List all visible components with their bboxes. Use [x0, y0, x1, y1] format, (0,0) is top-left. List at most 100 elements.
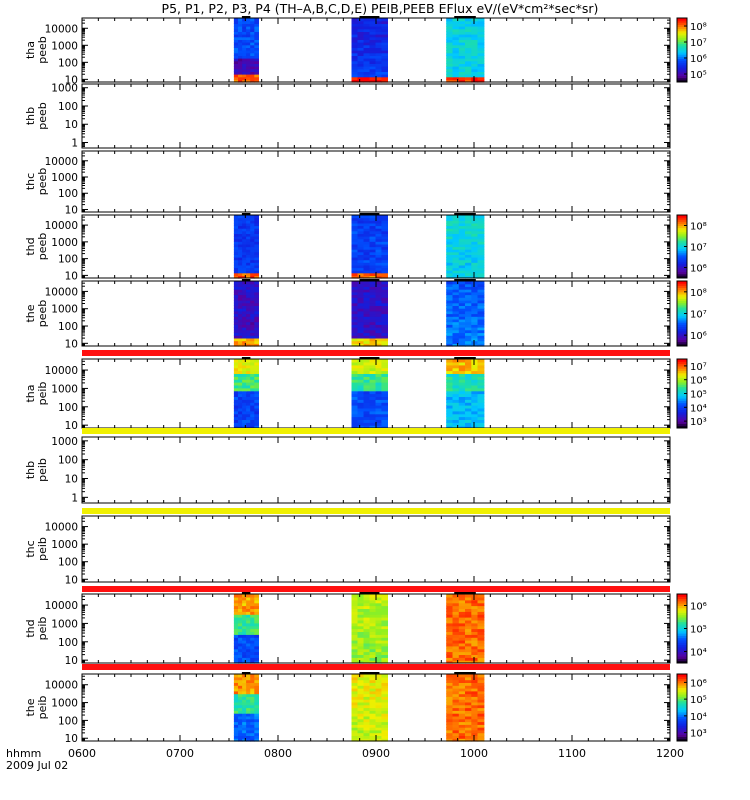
spectrogram-cell: [452, 291, 460, 296]
spectrogram-cell: [242, 259, 247, 263]
spectrogram-cell: [254, 63, 259, 67]
spectrogram-cell: [369, 599, 377, 604]
spectrogram-cell: [238, 300, 243, 304]
burst-flag: [241, 16, 251, 18]
spectrogram-cell: [250, 52, 255, 56]
spectrogram-cell: [357, 715, 365, 720]
spectrogram-cell: [242, 275, 247, 279]
colorbar-swatch: [677, 678, 687, 682]
colorbar-swatch: [677, 705, 687, 708]
spectrogram-cell: [233, 382, 239, 386]
spectrogram-cell: [465, 710, 472, 714]
spectrogram-cell: [471, 28, 479, 32]
spectrogram-cell: [246, 238, 251, 242]
spectrogram-cell: [369, 270, 377, 274]
spectrogram-cell: [246, 696, 251, 700]
spectrogram-cell: [369, 693, 377, 697]
spectrogram-cell: [458, 425, 466, 429]
spectrogram-cell: [375, 605, 383, 609]
spectrogram-cell: [369, 228, 377, 232]
colorbar-swatch: [677, 275, 687, 279]
spectrogram-cell: [381, 20, 388, 24]
spectrogram-cell: [250, 286, 255, 290]
spectrogram-cell: [477, 337, 485, 342]
burst-tha-peib-1: [233, 357, 259, 429]
spectrogram-cell: [351, 332, 359, 336]
spectrogram-cell: [242, 735, 247, 739]
spectrogram-cell: [250, 281, 255, 285]
spectrogram-cell: [233, 690, 239, 695]
spectrogram-cell: [242, 379, 247, 383]
spectrogram-cell: [477, 693, 485, 697]
spectrogram-cell: [477, 701, 485, 706]
spectrogram-cell: [233, 281, 239, 285]
spectrogram-cell: [465, 34, 472, 38]
spectrogram-cell: [375, 699, 383, 703]
y-tick-label: 10000: [45, 23, 78, 35]
spectrogram-cell: [363, 79, 371, 83]
spectrogram-cell: [477, 594, 485, 598]
spectrogram-cell: [242, 318, 247, 323]
spectrogram-cell: [381, 329, 388, 334]
spectrogram-cell: [242, 291, 247, 296]
spectrogram-cell: [238, 222, 243, 227]
spectrogram-cell: [446, 405, 454, 409]
colorbar-swatch: [677, 254, 687, 258]
spectrogram-cell: [351, 699, 359, 703]
spectrogram-cell: [471, 379, 479, 383]
spectrogram-cell: [357, 617, 365, 621]
spectrogram-cell: [363, 275, 371, 279]
colorbar-swatch: [677, 658, 687, 662]
spectrogram-cell: [471, 281, 479, 285]
spectrogram-cell: [242, 335, 247, 339]
spectrogram-cell: [452, 31, 460, 35]
colorbar-swatch: [677, 707, 687, 711]
spectrogram-cell: [233, 340, 239, 344]
burst-flag: [454, 592, 476, 594]
colorbar-swatch: [677, 421, 687, 424]
spectrogram-cell: [238, 332, 243, 336]
spectrogram-cell: [254, 79, 259, 83]
spectrogram-cell: [465, 251, 472, 255]
spectrogram-cell: [471, 361, 479, 366]
spectrogram-cell: [351, 419, 359, 423]
spectrogram-cell: [254, 289, 259, 293]
spectrogram-cell: [233, 735, 239, 739]
spectrogram-cell: [369, 724, 377, 728]
spectrogram-cell: [242, 608, 247, 612]
burst-flag: [454, 16, 476, 18]
spectrogram-cell: [446, 238, 454, 242]
spectrogram-cell: [246, 34, 251, 38]
spectrogram-cell: [246, 318, 251, 323]
spectrogram-cell: [363, 294, 371, 298]
spectrogram-cell: [242, 648, 247, 653]
spectrogram-cell: [465, 631, 472, 635]
spectrogram-cell: [254, 18, 259, 22]
colorbar-swatch: [677, 400, 687, 404]
spectrogram-cell: [452, 66, 460, 70]
spectrogram-cell: [471, 66, 479, 70]
spectrogram-cell: [357, 50, 365, 54]
colorbar-swatch: [677, 320, 687, 323]
spectrogram-cell: [351, 625, 359, 630]
spectrogram-cell: [254, 220, 259, 224]
spectrogram-cell: [446, 679, 454, 683]
spectrogram-cell: [246, 310, 251, 315]
spectrogram-cell: [375, 707, 383, 711]
spectrogram-cell: [452, 596, 460, 601]
spectrogram-cell: [250, 50, 255, 54]
spectrogram-cell: [246, 682, 251, 686]
spectrogram-cell: [242, 18, 247, 22]
spectrogram-cell: [375, 696, 383, 700]
spectrogram-cell: [477, 63, 485, 67]
spectrogram-cell: [446, 44, 454, 48]
spectrogram-cell: [233, 384, 239, 389]
y-tick-label: 1000: [51, 40, 78, 52]
spectrogram-cell: [369, 264, 377, 269]
spectrogram-cell: [233, 270, 239, 274]
spectrogram-cell: [254, 370, 259, 374]
spectrogram-cell: [246, 246, 251, 250]
spectrogram-cell: [351, 631, 359, 635]
spectrogram-cell: [246, 651, 251, 655]
spectrogram-cell: [246, 44, 251, 48]
